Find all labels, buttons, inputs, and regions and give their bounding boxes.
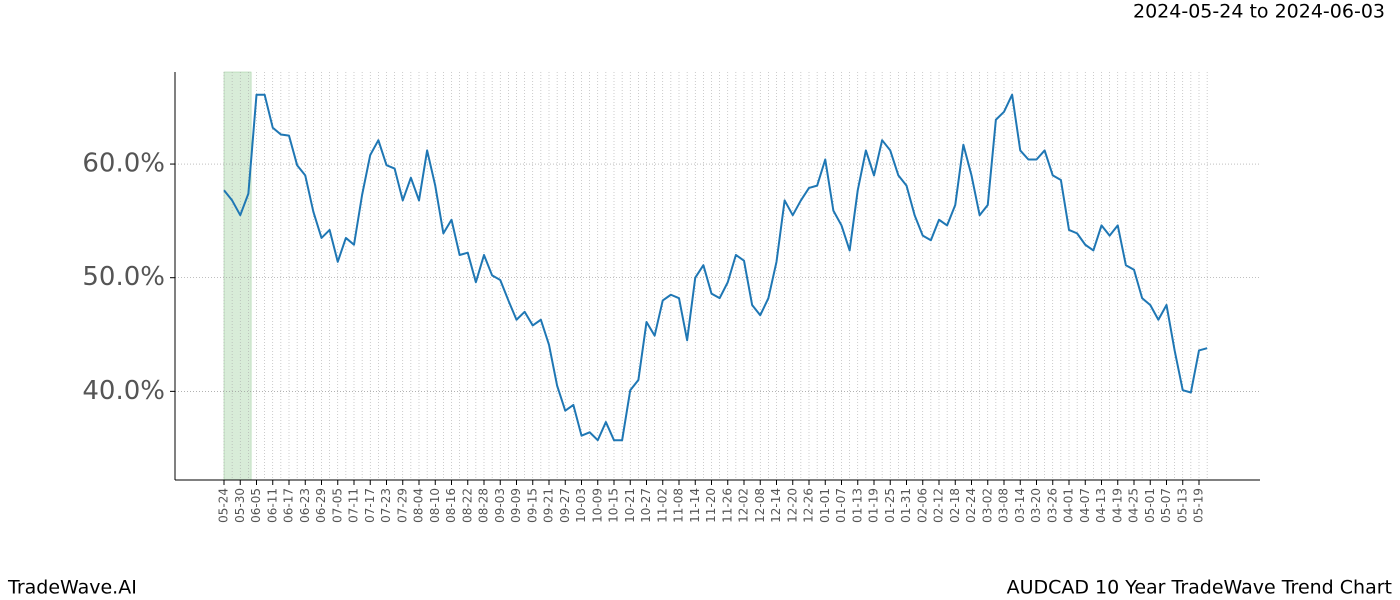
- x-tick-label: 04-25: [1127, 488, 1141, 523]
- line: [223, 93, 1208, 442]
- x-tick-label: 05-07: [1159, 488, 1173, 523]
- x-tick-label: 01-01: [818, 488, 832, 523]
- x-tick-label: 12-26: [802, 488, 816, 523]
- x-tick-label: 02-06: [915, 488, 929, 523]
- x-tick-label: 06-17: [282, 488, 296, 523]
- x-tick-label: 12-02: [737, 488, 751, 523]
- x-tick-label: 02-12: [932, 488, 946, 523]
- x-tick-label: 04-07: [1078, 488, 1092, 523]
- x-tick-label: 06-23: [298, 488, 312, 523]
- x-tick-label: 06-29: [314, 488, 328, 523]
- x-tick-label: 09-03: [493, 488, 507, 523]
- x-tick-label: 05-19: [1192, 488, 1206, 523]
- x-tick-label: 12-14: [769, 488, 783, 523]
- x-tick-label: 05-24: [217, 488, 231, 523]
- x-tick-label: 10-15: [607, 488, 621, 523]
- x-tick-label: 09-09: [509, 488, 523, 523]
- chart-title: AUDCAD 10 Year TradeWave Trend Chart: [1007, 577, 1392, 599]
- x-tick-label: 06-05: [249, 488, 263, 523]
- x-tick-label: 11-14: [688, 488, 702, 523]
- x-tick-label: 01-31: [899, 488, 913, 523]
- x-tick-label: 01-13: [850, 488, 864, 523]
- x-tick-label: 03-08: [997, 488, 1011, 523]
- x-tick-label: 11-02: [655, 488, 669, 523]
- x-tick-label: 10-09: [590, 488, 604, 523]
- x-tick-label: 01-19: [867, 488, 881, 523]
- x-tick-label: 11-20: [704, 488, 718, 523]
- x-tick-label: 09-15: [525, 488, 539, 523]
- x-tick-label: 08-28: [477, 488, 491, 523]
- x-tick-label: 01-07: [834, 488, 848, 523]
- x-tick-label: 09-27: [558, 488, 572, 523]
- highlight-span: [223, 71, 252, 481]
- x-tick-label: 08-04: [412, 488, 426, 523]
- x-tick-label: 01-25: [883, 488, 897, 523]
- x-tick-label: 05-30: [233, 488, 247, 523]
- y-tick-label: 60.0%: [82, 149, 165, 179]
- x-tick-label: 03-26: [1045, 488, 1059, 523]
- x-tick-label: 10-21: [623, 488, 637, 523]
- x-tick-label: 12-08: [753, 488, 767, 523]
- x-tick-label: 03-02: [980, 488, 994, 523]
- x-tick-label: 07-17: [363, 488, 377, 523]
- x-tick-label: 07-11: [347, 488, 361, 523]
- x-tick-label: 06-11: [265, 488, 279, 523]
- x-tick-label: 09-21: [542, 488, 556, 523]
- brand: TradeWave.AI: [7, 577, 137, 599]
- x-tick-label: 10-03: [574, 488, 588, 523]
- x-tick-label: 04-13: [1094, 488, 1108, 523]
- x-tick-label: 05-13: [1175, 488, 1189, 523]
- x-tick-label: 03-14: [1013, 488, 1027, 523]
- x-tick-label: 10-27: [639, 488, 653, 523]
- x-tick-label: 08-16: [444, 488, 458, 523]
- x-tick-label: 07-23: [379, 488, 393, 523]
- x-tick-label: 05-01: [1143, 488, 1157, 523]
- x-tick-label: 04-19: [1110, 488, 1124, 523]
- x-tick-label: 11-08: [672, 488, 686, 523]
- x-tick-label: 12-20: [785, 488, 799, 523]
- x-tick-label: 08-10: [428, 488, 442, 523]
- y-tick-label: 40.0%: [82, 376, 165, 406]
- y-tick-label: 50.0%: [82, 262, 165, 292]
- x-tick-label: 07-05: [330, 488, 344, 523]
- x-tick-label: 02-24: [964, 488, 978, 523]
- x-tick-label: 03-20: [1029, 488, 1043, 523]
- x-tick-label: 08-22: [460, 488, 474, 523]
- x-tick-label: 04-01: [1062, 488, 1076, 523]
- x-tick-label: 07-29: [395, 488, 409, 523]
- x-tick-label: 11-26: [720, 488, 734, 523]
- chart-subtitle: 2024-05-24 to 2024-06-03: [1133, 1, 1385, 23]
- x-tick-label: 02-18: [948, 488, 962, 523]
